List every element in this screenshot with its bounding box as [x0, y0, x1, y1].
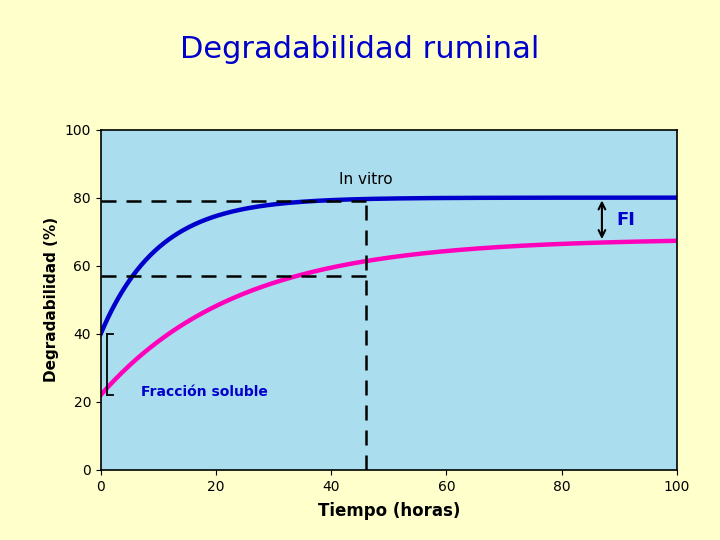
- Y-axis label: Degradabilidad (%): Degradabilidad (%): [44, 217, 59, 382]
- Text: Fracción soluble: Fracción soluble: [141, 384, 268, 399]
- X-axis label: Tiempo (horas): Tiempo (horas): [318, 502, 460, 520]
- Text: In vitro: In vitro: [339, 172, 392, 187]
- Text: Degradabilidad ruminal: Degradabilidad ruminal: [180, 36, 540, 64]
- Text: FI: FI: [616, 211, 635, 229]
